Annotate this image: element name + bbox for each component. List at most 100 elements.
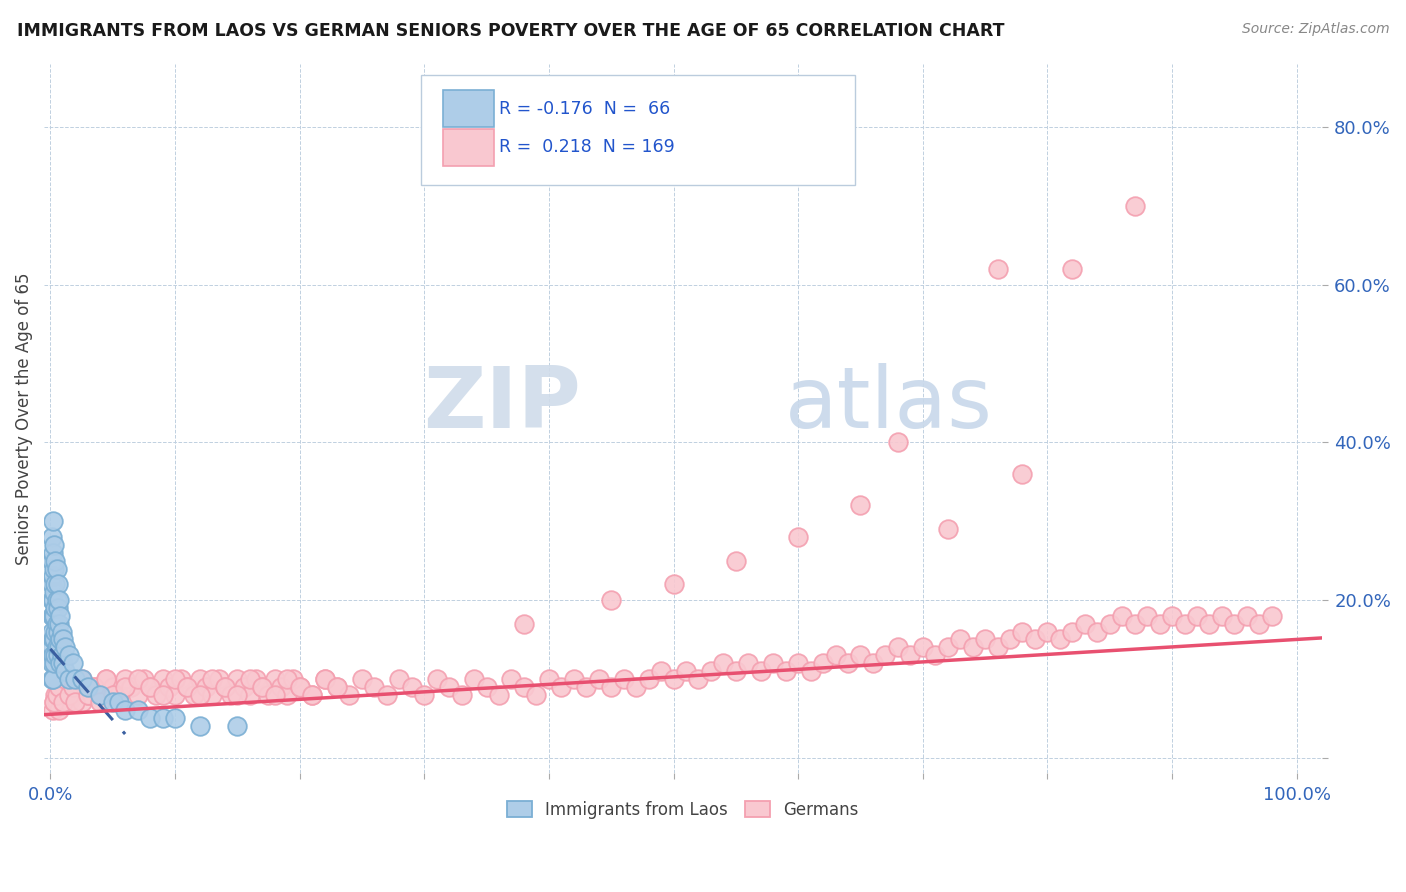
Point xyxy=(41,553,63,567)
Point xyxy=(263,672,285,686)
Point xyxy=(949,632,972,647)
Point xyxy=(588,672,610,686)
FancyBboxPatch shape xyxy=(443,90,494,128)
Point xyxy=(849,648,872,663)
Point xyxy=(42,561,65,575)
Point xyxy=(413,688,436,702)
Point xyxy=(1185,608,1208,623)
Point xyxy=(114,703,136,717)
Point xyxy=(65,688,87,702)
Point xyxy=(62,656,84,670)
Y-axis label: Seniors Poverty Over the Age of 65: Seniors Poverty Over the Age of 65 xyxy=(15,272,32,565)
Point xyxy=(562,672,585,686)
Point xyxy=(232,680,254,694)
Point xyxy=(58,688,80,702)
Point xyxy=(987,640,1010,655)
Text: atlas: atlas xyxy=(785,363,993,446)
Point xyxy=(662,672,685,686)
FancyBboxPatch shape xyxy=(420,75,855,185)
Point xyxy=(214,680,236,694)
Point xyxy=(51,696,73,710)
Point xyxy=(183,688,205,702)
Point xyxy=(450,688,472,702)
Point xyxy=(526,688,548,702)
Point xyxy=(163,672,186,686)
Point xyxy=(58,672,80,686)
Point xyxy=(108,688,131,702)
Point xyxy=(1211,608,1233,623)
Text: ZIP: ZIP xyxy=(423,363,581,446)
Point xyxy=(41,624,63,639)
Point xyxy=(46,577,69,591)
Point xyxy=(849,499,872,513)
Point xyxy=(170,672,193,686)
Point xyxy=(962,640,984,655)
Point xyxy=(45,616,67,631)
Point xyxy=(1024,632,1046,647)
Point xyxy=(1074,616,1097,631)
Point xyxy=(53,640,76,655)
Point xyxy=(239,688,262,702)
Point xyxy=(145,688,167,702)
Point xyxy=(314,672,336,686)
Point xyxy=(762,656,785,670)
Point xyxy=(195,680,218,694)
Point xyxy=(475,680,498,694)
Point xyxy=(862,656,884,670)
Point xyxy=(46,624,69,639)
Point xyxy=(437,680,460,694)
Text: Source: ZipAtlas.com: Source: ZipAtlas.com xyxy=(1241,22,1389,37)
Point xyxy=(44,577,66,591)
Point xyxy=(44,624,66,639)
Point xyxy=(157,680,180,694)
Point xyxy=(52,632,75,647)
Text: IMMIGRANTS FROM LAOS VS GERMAN SENIORS POVERTY OVER THE AGE OF 65 CORRELATION CH: IMMIGRANTS FROM LAOS VS GERMAN SENIORS P… xyxy=(17,22,1004,40)
Point xyxy=(127,703,149,717)
Point xyxy=(42,632,65,647)
Point xyxy=(163,688,186,702)
Point xyxy=(120,680,142,694)
Point xyxy=(1123,199,1146,213)
Point xyxy=(887,640,910,655)
Point xyxy=(49,656,72,670)
Point xyxy=(51,624,73,639)
Point xyxy=(936,522,959,536)
Point xyxy=(108,696,131,710)
Point xyxy=(65,696,87,710)
Point xyxy=(1261,608,1284,623)
Point xyxy=(41,593,63,607)
Point xyxy=(52,696,75,710)
Point xyxy=(127,688,149,702)
Point xyxy=(688,672,710,686)
Legend: Immigrants from Laos, Germans: Immigrants from Laos, Germans xyxy=(501,794,865,825)
Point xyxy=(52,656,75,670)
Point xyxy=(600,680,623,694)
Point xyxy=(426,672,449,686)
Point xyxy=(301,688,323,702)
Point xyxy=(1173,616,1195,631)
Point xyxy=(1011,467,1033,481)
Point xyxy=(48,616,70,631)
Point xyxy=(513,680,536,694)
Point xyxy=(550,680,572,694)
Point xyxy=(45,696,67,710)
Point xyxy=(42,514,65,528)
Point xyxy=(207,672,229,686)
Point xyxy=(339,688,361,702)
Point xyxy=(488,688,510,702)
Point xyxy=(53,664,76,678)
Point xyxy=(75,680,97,694)
Point xyxy=(45,688,67,702)
Point xyxy=(76,680,98,694)
Point xyxy=(101,680,124,694)
Point xyxy=(42,593,65,607)
Point xyxy=(76,688,98,702)
Point xyxy=(837,656,859,670)
Point xyxy=(70,672,93,686)
Point xyxy=(70,696,93,710)
Point xyxy=(1036,624,1059,639)
Point xyxy=(226,719,249,733)
Point xyxy=(1062,262,1084,277)
Point xyxy=(48,703,70,717)
Point xyxy=(201,672,224,686)
